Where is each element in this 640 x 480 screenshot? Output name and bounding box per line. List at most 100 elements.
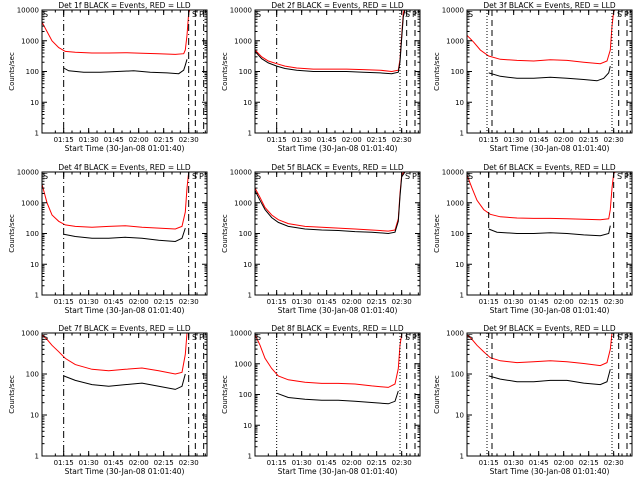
chart-title: Det 4f BLACK = Events, RED = LLD <box>58 163 191 172</box>
x-tick-label: 02:30 <box>392 298 412 306</box>
chart-title: Det 9f BLACK = Events, RED = LLD <box>483 324 616 333</box>
x-tick-label: 02:30 <box>179 136 199 144</box>
x-axis-label: Start Time (30-Jan-08 01:01:40) <box>278 306 398 315</box>
y-tick-label: 10 <box>455 99 464 107</box>
x-tick-label: 01:45 <box>104 459 124 467</box>
chart-panel-1: 1 10 100 1000 10000 01:15 01:30 01:45 02:00 02:15… <box>8 1 208 153</box>
x-tick-label: 02:00 <box>342 459 362 467</box>
chart-title: Det 6f BLACK = Events, RED = LLD <box>483 163 616 172</box>
events-series-line <box>63 59 188 75</box>
y-tick-label: 1 <box>248 130 252 138</box>
y-tick-label: 10000 <box>442 169 464 177</box>
x-axis-label: Start Time (30-Jan-08 01:01:40) <box>65 306 185 315</box>
y-axis-label: Counts/sec <box>221 214 229 253</box>
y-tick-label: 1 <box>35 292 39 300</box>
saa-marker-label: S <box>468 10 473 19</box>
y-tick-label: 1000 <box>446 199 464 207</box>
events-series-line <box>488 65 611 82</box>
saa-marker-label: P <box>199 333 204 342</box>
x-tick-label: 01:45 <box>104 136 124 144</box>
x-tick-label: 02:15 <box>579 459 599 467</box>
y-tick-label: 10 <box>243 99 252 107</box>
events-series-line <box>255 10 406 75</box>
x-tick-label: 02:30 <box>604 298 624 306</box>
y-tick-label: 100 <box>26 371 39 379</box>
x-tick-label: 01:30 <box>292 298 312 306</box>
y-tick-label: 100 <box>26 68 39 76</box>
saa-marker-label: P <box>624 333 629 342</box>
saa-marker-label: P <box>412 172 417 181</box>
x-tick-label: 02:15 <box>367 459 387 467</box>
y-tick-label: 10000 <box>17 7 39 15</box>
y-tick-label: 100 <box>451 230 464 238</box>
saa-marker-label: S <box>192 10 197 19</box>
x-tick-label: 02:30 <box>604 136 624 144</box>
x-tick-label: 02:00 <box>342 136 362 144</box>
x-tick-label: 01:15 <box>54 459 74 467</box>
saa-marker-label: S <box>256 10 261 19</box>
saa-marker-label: S <box>468 172 473 181</box>
x-axis-label: Start Time (30-Jan-08 01:01:40) <box>490 144 610 153</box>
saa-marker-label: S <box>405 333 410 342</box>
events-series-line <box>63 227 186 243</box>
chart-panel-7: 1 10 100 1000 01:15 01:30 01:45 02:00 02:15 02:30… <box>8 324 208 476</box>
y-tick-label: 10000 <box>442 7 464 15</box>
x-tick-label: 01:15 <box>267 459 287 467</box>
lld-series-line <box>467 333 613 367</box>
x-tick-label: 02:15 <box>367 136 387 144</box>
x-axis-label: Start Time (30-Jan-08 01:01:40) <box>490 306 610 315</box>
x-tick-label: 02:15 <box>154 298 174 306</box>
y-tick-label: 10 <box>455 412 464 420</box>
y-tick-label: 10 <box>455 261 464 269</box>
saa-marker-label: P <box>412 10 417 19</box>
lld-series-line <box>255 10 405 73</box>
saa-marker-label: P <box>624 172 629 181</box>
saa-marker-label: S <box>405 10 410 19</box>
saa-marker-label: P <box>199 172 204 181</box>
x-tick-label: 02:00 <box>129 459 149 467</box>
saa-marker-label: P <box>412 333 417 342</box>
chart-panel-5: 1 10 100 1000 10000 01:15 01:30 01:45 02:00 02:15… <box>221 163 421 315</box>
events-series-line <box>488 225 611 237</box>
x-tick-label: 01:45 <box>317 298 337 306</box>
x-tick-label: 01:45 <box>529 459 549 467</box>
x-tick-label: 02:30 <box>179 459 199 467</box>
y-axis-label: Counts/sec <box>8 52 16 91</box>
x-tick-label: 01:30 <box>79 459 99 467</box>
saa-marker-label: S <box>43 172 48 181</box>
x-tick-label: 01:30 <box>504 298 524 306</box>
plot-frame <box>41 171 208 296</box>
x-tick-label: 01:30 <box>79 136 99 144</box>
x-tick-label: 01:30 <box>292 136 312 144</box>
x-tick-label: 01:15 <box>479 298 499 306</box>
lld-series-line <box>467 10 616 65</box>
saa-marker-label: S <box>617 10 622 19</box>
saa-marker-label: P <box>199 10 204 19</box>
lld-series-line <box>255 334 403 388</box>
x-tick-label: 02:15 <box>367 298 387 306</box>
chart-panel-9: 1 10 100 1000 01:15 01:30 01:45 02:00 02:15 02:30… <box>433 324 633 476</box>
y-tick-label: 10 <box>30 412 39 420</box>
y-tick-label: 1000 <box>234 199 252 207</box>
x-axis-label: Start Time (30-Jan-08 01:01:40) <box>278 144 398 153</box>
y-tick-label: 1 <box>248 292 252 300</box>
y-tick-label: 1000 <box>234 360 252 368</box>
y-tick-label: 100 <box>239 391 252 399</box>
x-tick-label: 01:45 <box>317 136 337 144</box>
x-tick-label: 02:30 <box>604 459 624 467</box>
x-tick-label: 02:00 <box>554 459 574 467</box>
saa-marker-label: S <box>192 333 197 342</box>
y-tick-label: 100 <box>239 230 252 238</box>
x-tick-label: 02:15 <box>154 136 174 144</box>
y-tick-label: 1000 <box>21 199 39 207</box>
x-tick-label: 01:15 <box>54 298 74 306</box>
y-tick-label: 10 <box>30 99 39 107</box>
plot-frame <box>466 332 633 457</box>
lld-series-line <box>467 172 617 221</box>
saa-marker-label: S <box>405 172 410 181</box>
y-tick-label: 1 <box>35 130 39 138</box>
chart-title: Det 1f BLACK = Events, RED = LLD <box>58 1 191 10</box>
chart-panel-4: 1 10 100 1000 10000 01:15 01:30 01:45 02:00 02:15… <box>8 163 208 315</box>
y-axis-label: Counts/sec <box>433 52 441 91</box>
